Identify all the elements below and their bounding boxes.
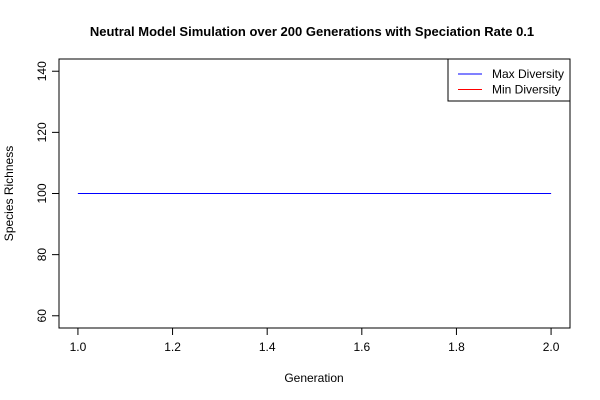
x-tick-label: 1.6: [353, 340, 370, 354]
x-axis-label: Generation: [284, 371, 343, 385]
y-axis: 60 80 100 120 140: [35, 61, 60, 323]
y-tick-label: 100: [35, 183, 49, 203]
legend: Max Diversity Min Diversity: [447, 58, 571, 102]
legend-label: Max Diversity: [492, 67, 564, 81]
legend-box: [447, 58, 571, 102]
y-tick-label: 120: [35, 122, 49, 142]
x-tick-label: 1.4: [259, 340, 276, 354]
y-tick-label: 140: [35, 61, 49, 81]
x-tick-label: 1.8: [448, 340, 465, 354]
x-tick-label: 1.2: [164, 340, 181, 354]
y-tick-label: 60: [35, 309, 49, 323]
x-axis: 1.0 1.2 1.4 1.6 1.8 2.0: [70, 327, 560, 354]
y-tick-label: 80: [35, 248, 49, 262]
x-tick-label: 2.0: [543, 340, 560, 354]
legend-label: Min Diversity: [492, 83, 561, 97]
x-tick-label: 1.0: [70, 340, 87, 354]
chart-title: Neutral Model Simulation over 200 Genera…: [90, 24, 534, 39]
y-axis-label: Species Richness: [2, 146, 16, 241]
